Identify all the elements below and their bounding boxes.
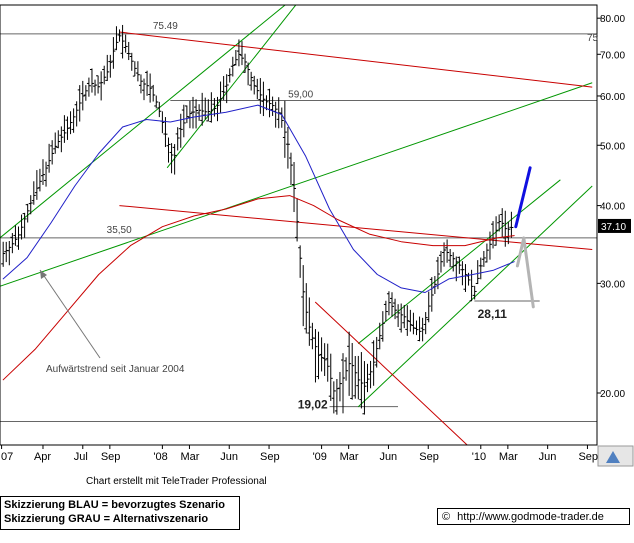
y-tick-label: 70.00 (600, 50, 625, 61)
y-tick-label: 50.00 (600, 141, 625, 152)
x-tick-label: Sep (419, 451, 439, 463)
annotation-arrow (39, 269, 101, 359)
x-tick-label: Sep (260, 451, 280, 463)
x-tick-label: '08 (153, 451, 167, 463)
trend-line (119, 31, 593, 88)
x-tick-label: Apr (34, 451, 51, 463)
moving-average-line (2, 195, 515, 381)
scenario-note-blue: Skizzierung BLAU = bevorzugtes Szenario (4, 499, 225, 511)
level-label: 59,00 (288, 90, 313, 101)
x-tick-label: Jun (220, 451, 238, 463)
plot-area: 75.49 59,00 35,50 28,11 19,02 Aufwärtstrend s… (0, 5, 597, 445)
scroll-arrow-icon (606, 451, 620, 463)
x-tick-label: Sep (101, 451, 121, 463)
x-tick-label: Sep (578, 451, 598, 463)
y-tick-label: 60.00 (600, 92, 625, 103)
chart-credit: Chart erstellt mit TeleTrader Profession… (86, 476, 267, 487)
trend-line (166, 5, 297, 169)
moving-average-line (2, 104, 515, 293)
x-tick-label: Jul (74, 451, 88, 463)
price-chart: 75.49 59,00 35,50 28,11 19,02 Aufwärtstrend s… (0, 4, 634, 467)
y-tick-label: 40.00 (600, 202, 625, 213)
x-tick-label: Mar (180, 451, 199, 463)
y-tick-label: 30.00 (600, 279, 625, 290)
x-tick-label: '09 (313, 451, 327, 463)
edge-label: 75 (587, 33, 599, 44)
level-label: 75.49 (153, 21, 178, 32)
scenario-legend-box: Skizzierung BLAU = bevorzugtes Szenario … (0, 496, 240, 530)
y-tick-label: 80.00 (600, 14, 625, 25)
x-tick-label: Mar (340, 451, 359, 463)
plot-frame (0, 4, 598, 446)
copyright-icon: © (442, 511, 451, 523)
level-label: 28,11 (478, 307, 508, 321)
trend-line (314, 301, 468, 445)
axes: 80.00 70.00 60.00 50.00 40.00 30.00 20.00 75 37.… (0, 4, 634, 467)
scenario-path (515, 236, 535, 309)
x-tick-label: '10 (472, 451, 486, 463)
scenario-path (514, 166, 532, 229)
x-tick-label: Jun (379, 451, 397, 463)
trend-line (0, 5, 286, 239)
x-tick-label: Jun (539, 451, 557, 463)
scenario-note-gray: Skizzierung GRAU = Alternativszenario (4, 513, 209, 525)
annotation-label: Aufwärtstrend seit Januar 2004 (46, 364, 185, 375)
website-link[interactable]: © http://www.godmode-trader.de (437, 508, 630, 525)
x-tick-label: 07 (1, 451, 13, 463)
trend-line (357, 185, 593, 408)
level-label: 35,50 (107, 225, 132, 236)
website-url[interactable]: http://www.godmode-trader.de (457, 511, 604, 523)
y-tick-label: 20.00 (600, 389, 625, 400)
current-price-label: 37.10 (601, 222, 626, 233)
annotation-arrowhead (40, 270, 47, 279)
level-label: 19,02 (298, 398, 328, 412)
trend-line (0, 82, 593, 287)
current-price-badge (598, 218, 631, 233)
x-tick-label: Mar (499, 451, 518, 463)
